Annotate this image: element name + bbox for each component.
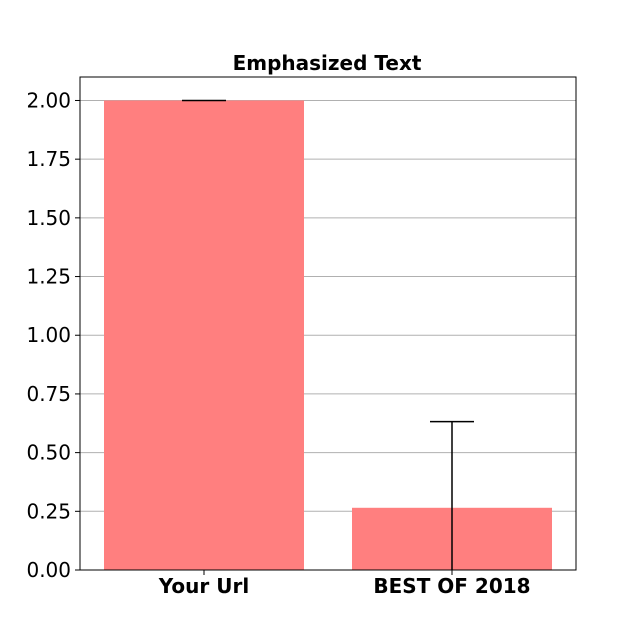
y-tick-label: 0.75 — [26, 382, 71, 406]
x-tick-label: Your Url — [158, 574, 249, 598]
plot-frame — [79, 76, 577, 571]
bar — [104, 100, 304, 570]
x-tick-label: BEST OF 2018 — [373, 574, 530, 598]
y-tick-label: 1.75 — [26, 147, 71, 171]
chart-title: Emphasized Text — [233, 51, 422, 75]
y-tick-label: 0.00 — [26, 558, 71, 582]
y-axis: 0.00 0.25 0.50 0.75 1.00 1.25 1.50 1.75 2.00 — [26, 88, 80, 582]
y-tick-label: 0.50 — [26, 441, 71, 465]
y-tick-label: 2.00 — [26, 88, 71, 112]
y-tick-label: 1.00 — [26, 323, 71, 347]
y-tick-label: 1.50 — [26, 206, 71, 230]
x-axis: Your Url BEST OF 2018 — [158, 570, 531, 598]
y-tick-label: 0.25 — [26, 499, 71, 523]
y-tick-label: 1.25 — [26, 265, 71, 289]
error-bars — [182, 99, 474, 570]
